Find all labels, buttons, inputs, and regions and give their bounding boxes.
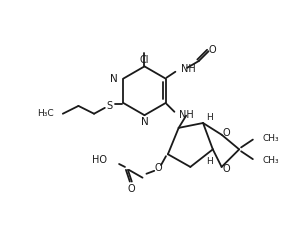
Text: O: O [154,163,162,173]
Text: N: N [140,117,148,127]
Text: HO: HO [92,155,107,165]
Text: Cl: Cl [140,55,149,64]
Text: N: N [110,74,117,84]
Text: NH: NH [181,64,196,74]
Text: NH: NH [179,110,194,120]
Text: CH₃: CH₃ [263,134,279,143]
Text: H: H [207,156,213,166]
Text: CH₃: CH₃ [263,156,279,165]
Text: O: O [128,184,136,194]
Text: O: O [223,128,230,138]
Text: O: O [209,45,216,55]
Text: S: S [106,101,113,111]
Text: H: H [207,113,213,122]
Text: O: O [223,164,230,174]
Text: H₃C: H₃C [37,109,54,118]
